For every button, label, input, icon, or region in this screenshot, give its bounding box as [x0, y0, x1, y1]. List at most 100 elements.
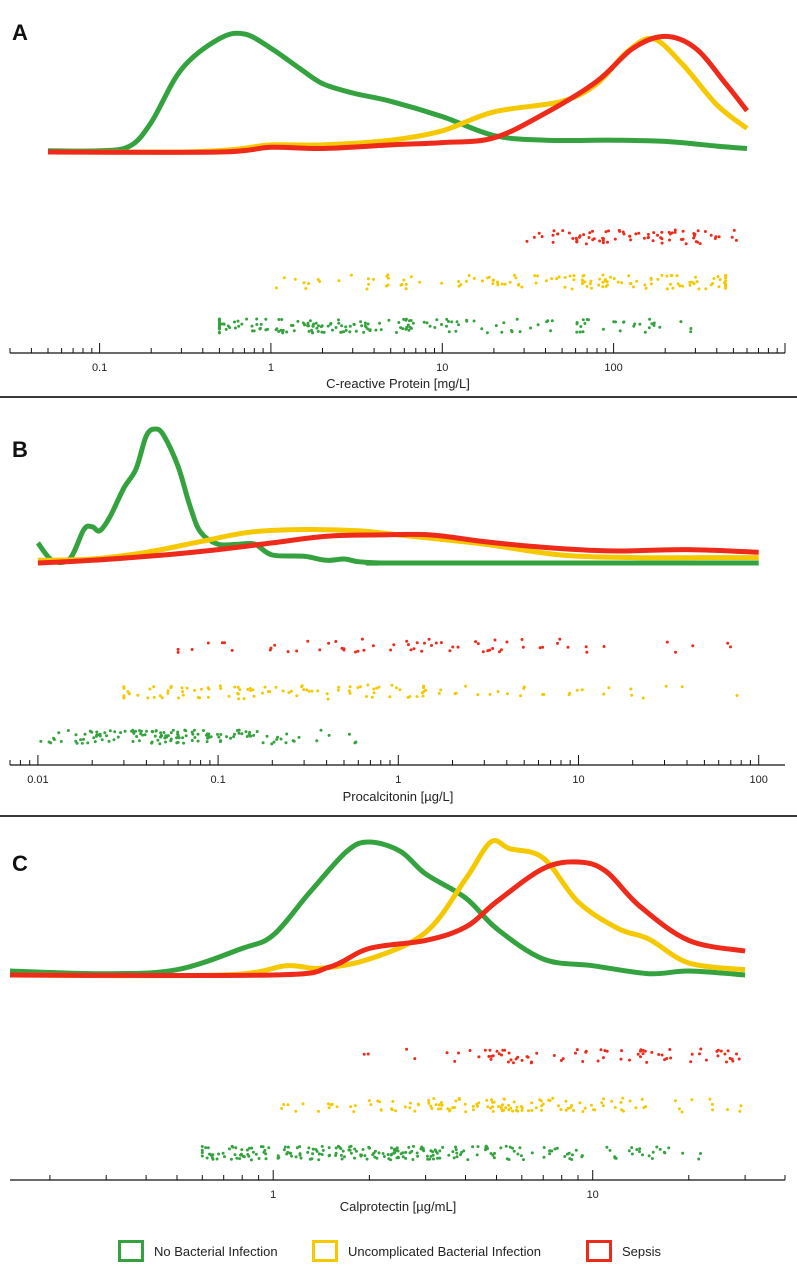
data-point: [558, 637, 562, 641]
data-point: [295, 1146, 299, 1150]
data-point: [559, 1108, 563, 1112]
data-point: [420, 1146, 424, 1150]
data-point: [206, 641, 210, 645]
data-point: [688, 283, 692, 287]
data-point: [499, 648, 503, 652]
data-point: [340, 1157, 344, 1161]
data-point: [349, 273, 353, 277]
data-point: [373, 1155, 377, 1159]
data-point: [248, 1146, 251, 1150]
data-point: [394, 686, 398, 690]
data-point: [563, 285, 567, 289]
data-point: [402, 317, 406, 321]
data-point: [485, 1098, 489, 1102]
data-point: [430, 1107, 434, 1110]
panel-letter: B: [12, 437, 28, 462]
data-point: [280, 318, 284, 321]
data-point: [694, 240, 698, 244]
data-point: [181, 693, 185, 697]
data-point: [282, 276, 286, 280]
density-curve-sepsis: [37, 531, 759, 566]
data-point: [587, 318, 590, 322]
data-point: [489, 1152, 493, 1155]
data-point: [146, 696, 150, 700]
data-point: [366, 322, 370, 326]
data-point: [597, 283, 601, 287]
data-point: [200, 1148, 204, 1152]
data-point: [317, 1158, 321, 1162]
panel-separator: [0, 396, 797, 398]
data-point: [499, 1107, 503, 1110]
data-point: [159, 733, 163, 737]
data-point: [650, 322, 654, 326]
legend-label: No Bacterial Infection: [154, 1243, 278, 1259]
data-point: [281, 329, 285, 333]
data-point: [392, 1151, 396, 1155]
data-point: [581, 1060, 585, 1063]
legend-item-sepsis: Sepsis: [586, 1236, 661, 1266]
data-point: [659, 236, 663, 240]
data-point: [519, 694, 523, 698]
data-point: [415, 641, 419, 645]
data-point: [405, 639, 409, 643]
data-point: [440, 323, 443, 326]
data-point: [267, 1146, 271, 1150]
data-point: [704, 287, 708, 291]
data-point: [238, 1157, 242, 1161]
data-point: [692, 232, 696, 235]
data-point: [235, 1156, 239, 1160]
data-point: [415, 695, 419, 699]
data-point: [250, 1146, 254, 1150]
data-point: [217, 324, 221, 328]
data-point: [276, 1156, 280, 1160]
data-point: [643, 330, 647, 334]
strip-points-no-bacterial-infection: [217, 317, 693, 335]
data-point: [175, 736, 179, 740]
data-point: [387, 318, 391, 322]
data-point: [452, 1156, 456, 1160]
data-point: [489, 1106, 493, 1110]
data-point: [681, 237, 685, 241]
data-point: [541, 645, 545, 649]
data-point: [564, 1108, 568, 1112]
data-point: [508, 1145, 512, 1149]
data-point: [245, 1148, 249, 1152]
data-point: [530, 1108, 534, 1112]
data-point: [716, 275, 720, 279]
data-point: [530, 1151, 534, 1155]
data-point: [311, 324, 315, 328]
data-point: [360, 324, 364, 328]
data-point: [489, 1057, 493, 1061]
data-point: [47, 740, 51, 744]
data-point: [145, 729, 148, 733]
data-point: [247, 1154, 251, 1158]
data-point: [541, 692, 545, 696]
data-point: [602, 1097, 605, 1101]
data-point: [429, 1149, 433, 1153]
data-point: [656, 233, 659, 237]
data-point: [367, 1099, 371, 1103]
data-point: [251, 329, 254, 333]
data-point: [372, 1151, 376, 1155]
data-point: [660, 1053, 664, 1057]
data-point: [427, 637, 431, 641]
data-point: [605, 1049, 609, 1053]
data-point: [481, 650, 485, 654]
data-point: [59, 740, 63, 743]
data-point: [57, 731, 61, 735]
data-point: [644, 1105, 648, 1109]
data-point: [158, 742, 162, 746]
data-point: [454, 329, 458, 333]
data-point: [488, 648, 492, 652]
data-point: [581, 330, 585, 334]
data-point: [274, 328, 278, 332]
data-point: [542, 1146, 546, 1149]
data-point: [105, 734, 108, 738]
data-point: [372, 277, 375, 281]
data-point: [353, 1104, 357, 1108]
data-point: [652, 321, 656, 325]
data-point: [263, 685, 267, 689]
data-point: [193, 736, 197, 739]
data-point: [314, 1148, 318, 1151]
data-point: [327, 1102, 330, 1106]
